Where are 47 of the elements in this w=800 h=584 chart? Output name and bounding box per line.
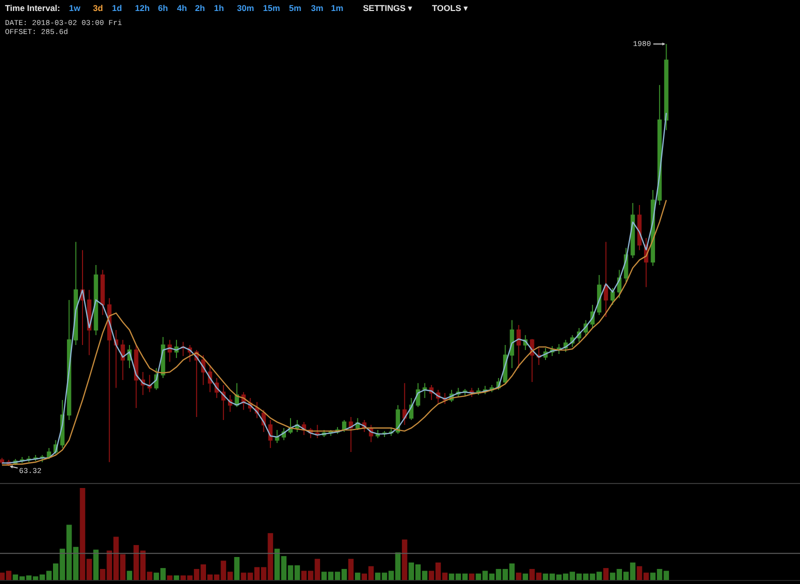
candlestick bbox=[630, 202, 635, 259]
candlestick bbox=[610, 287, 615, 306]
candlestick bbox=[402, 382, 407, 426]
text: 2h bbox=[195, 3, 205, 13]
candlestick bbox=[94, 264, 98, 336]
bar bbox=[603, 568, 609, 580]
candlestick bbox=[221, 384, 226, 421]
candlestick bbox=[120, 339, 125, 380]
text: 1d bbox=[112, 3, 122, 13]
text: 6h bbox=[158, 3, 168, 13]
bar bbox=[522, 574, 528, 580]
candlestick bbox=[134, 344, 138, 408]
candlestick bbox=[114, 330, 118, 388]
text: 1w bbox=[69, 3, 81, 13]
bar bbox=[93, 550, 99, 580]
candlestick bbox=[342, 420, 346, 432]
candlestick bbox=[637, 204, 642, 251]
candlestick bbox=[422, 382, 427, 399]
text: 1m bbox=[331, 3, 344, 13]
text: 3d bbox=[93, 3, 103, 13]
text: 3m bbox=[311, 3, 324, 13]
candlestick bbox=[604, 241, 608, 318]
candlestick bbox=[274, 429, 280, 444]
bar bbox=[167, 575, 172, 580]
text: 5m bbox=[289, 3, 302, 13]
text: 4h bbox=[177, 3, 187, 13]
text: 12h bbox=[135, 3, 150, 13]
text: 15m bbox=[263, 3, 280, 13]
text: SETTINGS ▾ bbox=[363, 3, 413, 13]
bar bbox=[348, 558, 354, 580]
candlestick bbox=[510, 320, 514, 369]
bar bbox=[516, 572, 522, 580]
bar bbox=[126, 570, 132, 580]
candlestick bbox=[516, 324, 521, 369]
bar bbox=[354, 572, 360, 580]
bar bbox=[469, 574, 474, 580]
bar bbox=[174, 575, 180, 580]
candlestick bbox=[348, 416, 354, 452]
candlestick bbox=[107, 298, 112, 463]
text: 30m bbox=[237, 3, 254, 13]
text: 1h bbox=[214, 3, 224, 13]
candlestick bbox=[100, 269, 105, 316]
text: Time Interval: bbox=[5, 3, 60, 13]
text: TOOLS ▾ bbox=[432, 3, 468, 13]
bar bbox=[402, 540, 408, 580]
candlestick bbox=[0, 457, 4, 465]
bar bbox=[234, 557, 240, 580]
